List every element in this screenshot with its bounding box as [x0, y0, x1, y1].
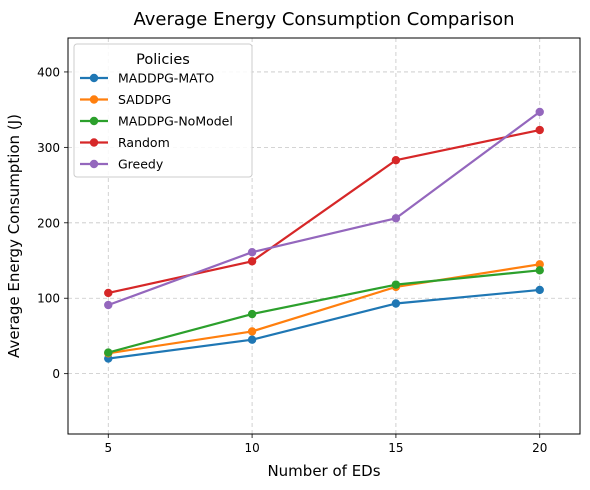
- series-line: [107, 110, 541, 307]
- data-point: [535, 125, 544, 135]
- legend: Policies MADDPG-MATO SADDPG MADDPG-NoModel R…: [73, 43, 253, 178]
- legend-item: Greedy: [80, 157, 164, 172]
- legend-swatch-marker: [89, 73, 99, 83]
- x-tick-label: 20: [532, 441, 547, 455]
- x-axis-title: Number of EDs: [267, 462, 380, 480]
- data-point: [391, 299, 401, 308]
- data-point: [535, 266, 544, 275]
- data-point: [104, 288, 113, 298]
- data-point: [104, 348, 113, 357]
- series-group: [104, 285, 544, 363]
- legend-swatch-marker: [89, 116, 99, 126]
- data-point: [104, 300, 113, 310]
- legend-box: [73, 43, 253, 178]
- series-line: [107, 263, 541, 355]
- y-axis-title: Average Energy Consumption (J): [5, 114, 23, 358]
- series-line: [107, 288, 541, 360]
- legend-label: MADDPG-MATO: [118, 71, 214, 86]
- data-point: [391, 214, 401, 223]
- data-point: [535, 107, 544, 117]
- series-group: [104, 266, 544, 357]
- legend-label: Random: [118, 135, 170, 150]
- y-tick-label: 300: [37, 141, 60, 155]
- legend-swatch-marker: [89, 159, 99, 169]
- x-tick-label: 15: [388, 441, 403, 455]
- data-point: [535, 260, 544, 269]
- data-point: [247, 248, 257, 257]
- series-line: [107, 128, 541, 295]
- y-tick-label: 200: [37, 216, 60, 230]
- plot-frame: [67, 37, 581, 435]
- y-tick-label: 100: [37, 292, 60, 306]
- legend-label: SADDPG: [118, 92, 171, 107]
- y-tick-label: 0: [52, 367, 60, 381]
- legend-item: MADDPG-MATO: [80, 71, 214, 86]
- data-point: [247, 257, 257, 266]
- data-point: [247, 309, 257, 319]
- data-point: [247, 327, 257, 336]
- legend-item: SADDPG: [80, 92, 171, 107]
- series-group: [104, 125, 544, 298]
- x-tick-label: 5: [104, 441, 112, 455]
- data-point: [247, 335, 257, 344]
- legend-label: Greedy: [118, 157, 164, 172]
- data-point: [391, 280, 401, 289]
- legend-item: Random: [80, 135, 170, 150]
- data-point: [391, 155, 401, 165]
- x-tick-label: 10: [244, 441, 259, 455]
- series-group: [104, 107, 544, 310]
- legend-swatch-marker: [89, 138, 99, 147]
- chart-title: Average Energy Consumption Comparison: [133, 9, 514, 30]
- series-group: [104, 260, 544, 358]
- y-tick-label: 400: [37, 65, 60, 79]
- legend-swatch-marker: [89, 95, 99, 104]
- series-line: [107, 269, 541, 354]
- legend-label: MADDPG-NoModel: [118, 114, 233, 129]
- series-layer: [104, 107, 544, 363]
- legend-item: MADDPG-NoModel: [80, 114, 233, 129]
- legend-title: Policies: [136, 52, 190, 68]
- data-point: [535, 285, 544, 295]
